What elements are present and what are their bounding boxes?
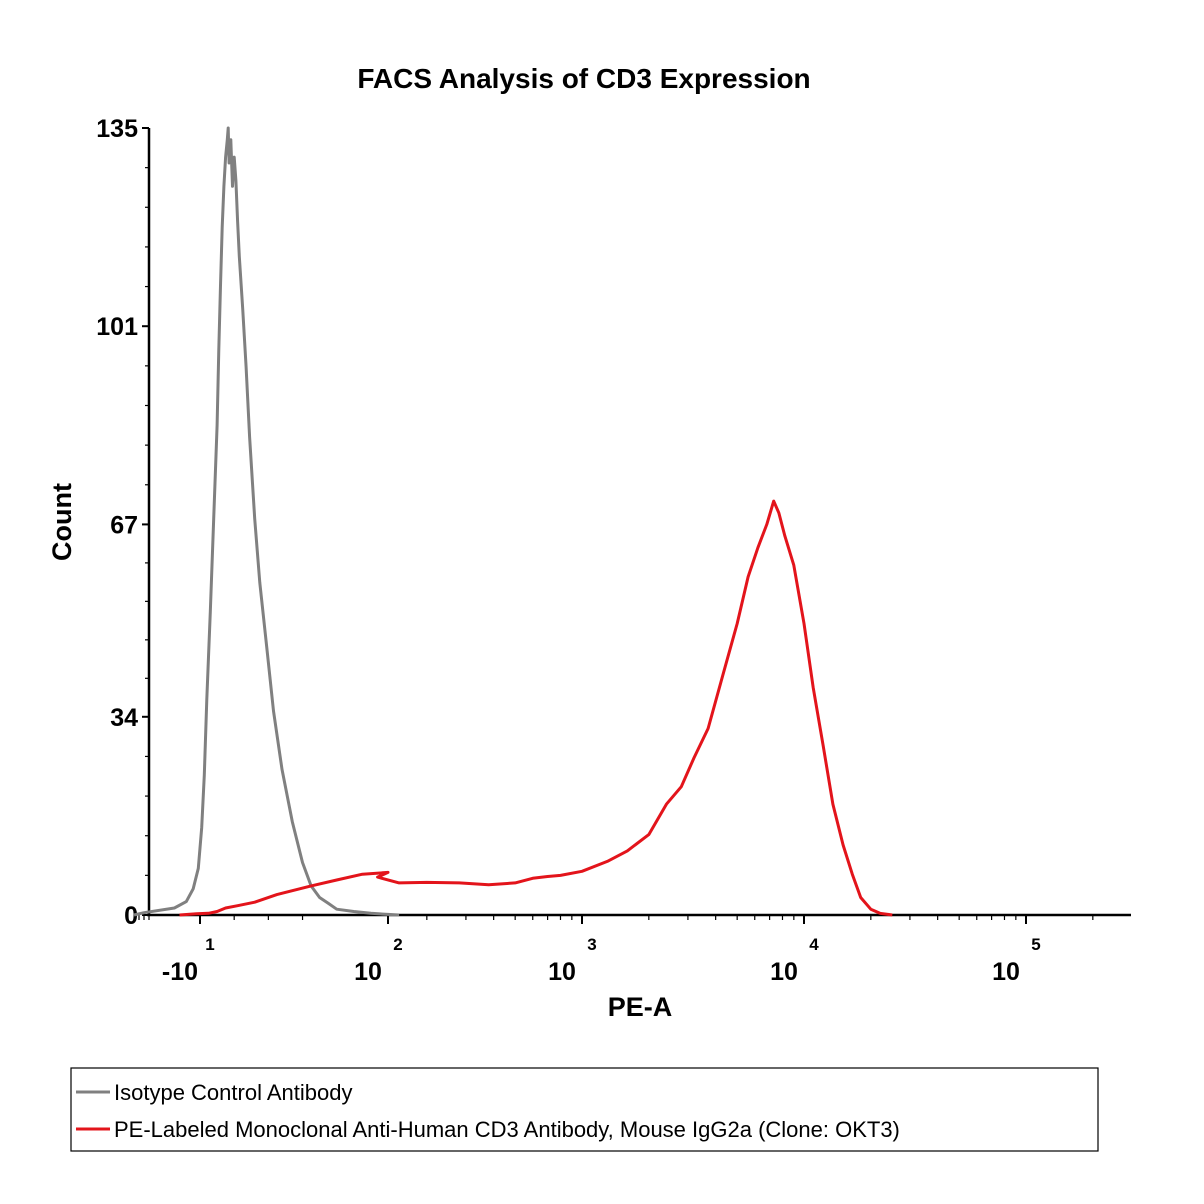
y-tick-label: 34 — [110, 704, 138, 732]
legend: Isotype Control Antibody PE-Labeled Mono… — [70, 1067, 1099, 1152]
x-tick-exponent: 5 — [1031, 935, 1040, 954]
x-tick-label: 10 — [992, 958, 1020, 986]
series-group — [133, 126, 893, 917]
x-tick-exponent: 2 — [393, 935, 402, 954]
y-tick-label: 0 — [124, 902, 138, 930]
y-tick-label: 101 — [96, 313, 138, 341]
x-tick-exponent: 4 — [809, 935, 819, 954]
x-tick-label: -10 — [162, 958, 198, 986]
legend-label-isotype: Isotype Control Antibody — [114, 1080, 352, 1105]
x-tick-exponent: 3 — [587, 935, 596, 954]
series-line-isotype — [133, 126, 400, 917]
x-tick-exponent: 1 — [205, 935, 214, 954]
chart-title: FACS Analysis of CD3 Expression — [357, 63, 810, 94]
x-axis-label: PE-A — [608, 992, 673, 1022]
x-tick-label: 10 — [770, 958, 798, 986]
x-tick-label: 10 — [354, 958, 382, 986]
y-tick-label: 67 — [110, 511, 138, 539]
legend-box — [70, 1067, 1099, 1152]
y-axis-ticks: 0 34 67 101 135 — [96, 115, 149, 930]
legend-label-cd3: PE-Labeled Monoclonal Anti-Human CD3 Ant… — [114, 1117, 900, 1142]
series-line-cd3 — [179, 499, 893, 917]
x-tick-label: 10 — [548, 958, 576, 986]
y-axis-label: Count — [47, 483, 77, 561]
y-tick-label: 135 — [96, 115, 138, 143]
x-axis-ticks: -10 1 10 2 10 3 10 4 10 5 — [138, 915, 1094, 986]
